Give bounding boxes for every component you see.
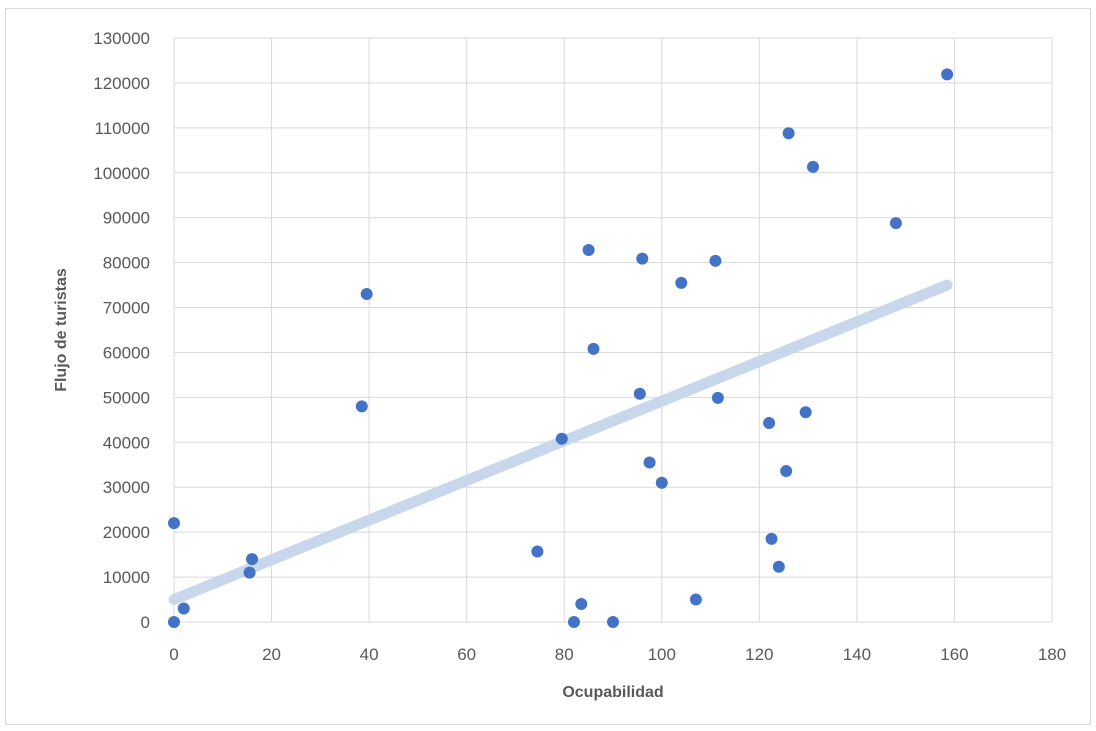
gridlines (173, 37, 1053, 623)
data-point (889, 217, 902, 230)
data-point (555, 432, 568, 445)
data-point (355, 400, 368, 413)
data-point (765, 532, 778, 545)
data-point (941, 68, 954, 81)
data-point (711, 391, 724, 404)
x-tick-label: 100 (648, 645, 676, 664)
data-point (689, 593, 702, 606)
x-tick-label: 140 (843, 645, 871, 664)
y-tick-label: 100000 (93, 164, 150, 183)
data-point (168, 517, 180, 530)
data-point (582, 244, 595, 257)
x-tick-label: 120 (745, 645, 773, 664)
y-tick-labels: 0 10000 20000 30000 40000 50000 60000 70000 8000… (93, 29, 150, 632)
data-point (675, 276, 688, 289)
data-point (806, 160, 819, 173)
data-point (633, 387, 646, 400)
data-point (575, 598, 588, 611)
y-tick-label: 130000 (93, 29, 150, 48)
data-point (709, 254, 722, 267)
x-tick-labels: 0 20 40 60 80 100 120 140 160 180 (169, 645, 1066, 664)
data-point (782, 127, 795, 140)
data-point (655, 476, 668, 489)
y-tick-label: 70000 (103, 299, 150, 318)
y-tick-label: 120000 (93, 74, 150, 93)
data-point (243, 566, 256, 579)
x-tick-label: 0 (169, 645, 178, 664)
y-tick-label: 10000 (103, 568, 150, 587)
y-tick-label: 110000 (95, 119, 150, 138)
data-point (763, 416, 776, 429)
data-point (360, 288, 373, 301)
y-tick-label: 90000 (103, 209, 150, 228)
x-tick-label: 160 (940, 645, 968, 664)
y-tick-label: 50000 (103, 388, 150, 407)
data-point (531, 545, 544, 558)
x-tick-label: 80 (555, 645, 574, 664)
data-point (567, 616, 580, 628)
x-axis-title: Ocupabilidad (562, 684, 663, 701)
data-point (587, 342, 600, 355)
data-point (772, 560, 785, 573)
data-point (168, 616, 180, 628)
y-tick-label: 40000 (103, 433, 150, 452)
y-axis-title: Flujo de turistas (53, 268, 70, 392)
y-tick-label: 60000 (103, 343, 150, 362)
data-point (799, 406, 812, 419)
x-tick-label: 60 (457, 645, 476, 664)
x-tick-label: 20 (262, 645, 281, 664)
y-tick-label: 0 (141, 613, 150, 632)
y-tick-label: 80000 (103, 254, 150, 273)
data-point (607, 616, 619, 628)
data-point (636, 252, 649, 265)
x-tick-label: 180 (1038, 645, 1066, 664)
x-tick-label: 40 (360, 645, 379, 664)
data-point (780, 465, 793, 478)
data-points (168, 68, 954, 628)
y-tick-label: 20000 (103, 523, 150, 542)
data-point (177, 602, 190, 615)
data-point (643, 456, 656, 469)
y-tick-label: 30000 (103, 478, 150, 497)
data-point (246, 553, 259, 566)
